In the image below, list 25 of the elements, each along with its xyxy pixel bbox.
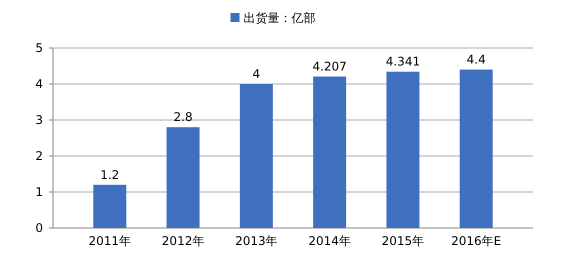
data-label: 4.341 <box>386 54 420 69</box>
x-tick-label: 2013年 <box>235 234 278 248</box>
bar <box>93 184 126 228</box>
data-label: 1.2 <box>100 168 120 182</box>
y-tick-label: 3 <box>35 113 43 128</box>
data-label: 2.8 <box>174 110 193 124</box>
y-tick-label: 5 <box>35 41 43 56</box>
x-tick-label: 2014年 <box>308 234 351 248</box>
bar <box>166 127 200 228</box>
data-label: 4 <box>252 67 260 81</box>
x-tick-label: 2016年E <box>451 234 502 248</box>
bar <box>240 84 273 228</box>
x-tick-label: 2015年 <box>382 234 424 248</box>
bar <box>460 70 493 228</box>
y-tick-label: 2 <box>35 149 43 164</box>
x-tick-label: 2012年 <box>162 234 204 248</box>
y-tick-label: 4 <box>35 77 43 92</box>
bar <box>313 76 346 228</box>
legend-label: 出货量：亿部 <box>244 11 316 25</box>
y-tick-label: 0 <box>35 221 43 236</box>
data-label: 4.4 <box>466 52 486 67</box>
bar <box>386 72 420 228</box>
data-label: 4.207 <box>312 60 347 74</box>
y-tick-label: 1 <box>35 185 43 200</box>
x-tick-label: 2011年 <box>88 234 132 248</box>
